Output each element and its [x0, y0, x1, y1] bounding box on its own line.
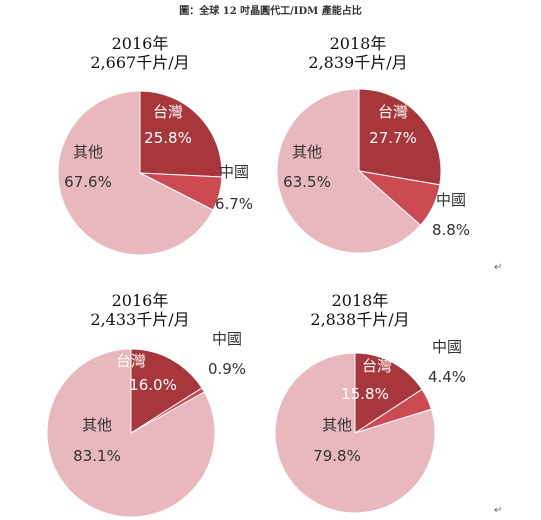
pie-4-slice-others	[274, 352, 436, 514]
pie-1-label-others: 其他	[73, 143, 103, 161]
pie-1-slice-taiwan	[139, 90, 223, 178]
pie-2-value-taiwan: 27.7%	[369, 129, 417, 147]
pie-chart-4: 台灣 15.8% 中國 4.4% 其他 79.8%	[274, 338, 466, 514]
pie-1-value-others: 67.6%	[64, 173, 112, 191]
chart-title-2: 2018年 2,839千片/月	[278, 34, 438, 72]
pie-2-value-china: 8.8%	[432, 221, 470, 239]
pie-3-value-china: 0.9%	[208, 360, 246, 378]
pie-2-slice-taiwan	[358, 88, 442, 186]
pie-3-slice-others	[46, 348, 216, 518]
pie-3-value-others: 83.1%	[73, 447, 121, 465]
pie-4-label-others: 其他	[322, 416, 352, 434]
pie-chart-1: 台灣 25.8% 中國 6.7% 其他 67.6%	[57, 90, 253, 256]
return-mark-2: ↵	[494, 505, 503, 516]
figure-title: 圖：全球 12 吋晶圓代工/IDM 產能占比	[179, 6, 362, 17]
chart-title-2-year: 2018年	[329, 34, 387, 53]
chart-title-4-capacity: 2,838千片/月	[310, 310, 410, 329]
pie-1-slice-others	[57, 90, 214, 256]
pie-4-label-china: 中國	[432, 338, 462, 356]
pie-chart-2: 台灣 27.7% 中國 8.8% 其他 63.5%	[276, 88, 470, 254]
chart-title-3: 2016年 2,433千片/月	[60, 291, 220, 329]
pie-4-label-taiwan: 台灣	[362, 357, 392, 375]
pie-3-slice-taiwan	[130, 348, 203, 434]
pie-2-label-taiwan: 台灣	[378, 103, 408, 121]
chart-title-4-year: 2018年	[331, 291, 389, 310]
chart-title-4: 2018年 2,838千片/月	[280, 291, 440, 329]
chart-title-1: 2016年 2,667千片/月	[60, 34, 220, 72]
pie-3-label-china: 中國	[212, 330, 242, 348]
pie-1-label-china: 中國	[219, 163, 249, 181]
pie-1-value-taiwan: 25.8%	[144, 129, 192, 147]
pie-2-value-others: 63.5%	[283, 173, 331, 191]
chart-title-3-year: 2016年	[111, 291, 169, 310]
pie-2-slice-others	[276, 88, 422, 254]
return-mark-1: ↵	[494, 262, 503, 273]
pie-3-value-taiwan: 16.0%	[129, 376, 177, 394]
pie-4-value-taiwan: 15.8%	[341, 385, 389, 403]
pie-4-value-china: 4.4%	[428, 368, 466, 386]
pie-3-label-taiwan: 台灣	[116, 352, 146, 370]
pie-4-slice-taiwan	[354, 352, 423, 434]
chart-title-1-capacity: 2,667千片/月	[90, 53, 190, 72]
pie-1-label-taiwan: 台灣	[153, 103, 183, 121]
pie-chart-3: 台灣 16.0% 中國 0.9% 其他 83.1%	[46, 330, 246, 518]
chart-title-1-year: 2016年	[111, 34, 169, 53]
pie-2-label-china: 中國	[436, 191, 466, 209]
pie-2-label-others: 其他	[292, 143, 322, 161]
pie-4-value-others: 79.8%	[313, 447, 361, 465]
pie-1-value-china: 6.7%	[215, 195, 253, 213]
chart-title-3-capacity: 2,433千片/月	[90, 310, 190, 329]
chart-title-2-capacity: 2,839千片/月	[308, 53, 408, 72]
pie-3-label-others: 其他	[82, 416, 112, 434]
